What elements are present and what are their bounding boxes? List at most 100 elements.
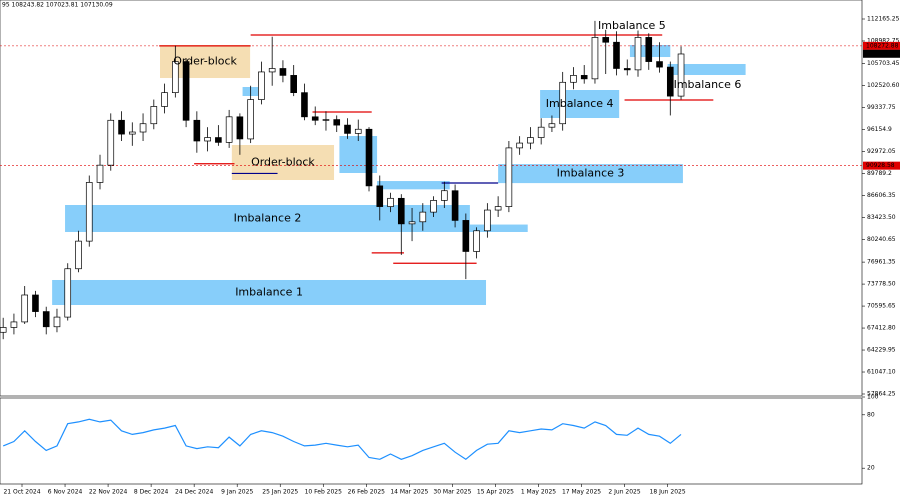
price-label: 107130.09 [866, 50, 899, 57]
main-pane [0, 0, 863, 397]
x-tick-label: 24 Dec 2024 [175, 489, 214, 496]
candle-body [516, 142, 523, 149]
x-tick-label: 2 Jun 2025 [608, 489, 640, 496]
zone [52, 279, 487, 305]
y-tick-label: 64229.95 [867, 347, 896, 354]
y-tick-label: 57864.25 [867, 390, 896, 397]
zone-label: Imbalance 5 [598, 19, 666, 32]
zone-label: Order-block [251, 156, 315, 169]
candle-body [548, 123, 556, 128]
candle-body [666, 66, 674, 97]
x-tick-label: 9 Jan 2025 [221, 489, 253, 496]
x-tick-label: 21 Oct 2024 [3, 489, 40, 496]
candle-body [225, 116, 233, 143]
y-tick-label: 73778.50 [867, 281, 896, 288]
y-tick-label: 89789.2 [867, 170, 892, 177]
candle-body [634, 37, 642, 71]
price-label-bg [863, 41, 900, 50]
candle-body [0, 327, 7, 333]
y-tick-label: 108982.75 [867, 37, 900, 44]
candle-body [473, 230, 480, 252]
header: 95 108243.82 107023.81 107130.09 [2, 2, 113, 9]
rsi-tick-label: 80 [867, 411, 875, 418]
price-label-bg [863, 161, 900, 170]
candle-body [527, 137, 534, 144]
y-tick-label: 112165.25 [867, 16, 900, 23]
candle-body [247, 99, 254, 140]
zone [242, 87, 265, 97]
rsi-tick-label: 20 [867, 465, 875, 472]
candle-body [333, 119, 341, 126]
candle-body [193, 119, 201, 142]
candle-body [258, 71, 265, 100]
zone-label: Imbalance 4 [546, 97, 614, 110]
x-tick-label: 1 May 2025 [521, 489, 556, 496]
candle-body [419, 211, 427, 223]
candle-body [365, 128, 373, 187]
candle-body [268, 68, 276, 73]
candle-body [42, 311, 50, 328]
candle-body [150, 106, 158, 125]
x-tick-label: 15 Apr 2025 [477, 489, 514, 496]
y-tick-label: 99337.75 [867, 104, 896, 111]
candle-body [408, 221, 416, 225]
y-tick-label: 61047.10 [867, 369, 896, 376]
candle-body [322, 119, 330, 121]
candle-body [677, 53, 685, 97]
candle-body [107, 119, 115, 166]
y-tick-label: 92972.05 [867, 148, 896, 155]
x-tick-label: 26 Feb 2025 [348, 489, 386, 496]
candle-body [387, 197, 394, 207]
x-tick-label: 25 Jan 2025 [262, 489, 298, 496]
x-tick-label: 18 Jun 2025 [650, 489, 686, 496]
y-tick-label: 83423.50 [867, 214, 896, 221]
candle-body [397, 197, 405, 225]
candle-body [215, 137, 222, 143]
candle-body [279, 68, 287, 76]
zone [377, 181, 450, 190]
rsi-tick-label: 100 [867, 394, 879, 401]
candle-body [311, 116, 319, 121]
candle-body [290, 75, 297, 94]
candle-body [441, 190, 448, 201]
candle-body [21, 294, 29, 323]
x-tick-label: 14 Mar 2025 [390, 489, 428, 496]
candle-body [75, 240, 82, 270]
candle-body [32, 294, 39, 312]
candle-body [53, 316, 61, 328]
zone-label: Imbalance 3 [557, 167, 625, 180]
candle-body [236, 116, 244, 140]
zone [667, 63, 746, 75]
price-label: 108272.88 [866, 42, 899, 49]
candle-body [354, 128, 362, 134]
rsi-pane [0, 397, 863, 485]
candle-body [301, 92, 308, 118]
zone-label: Imbalance 1 [235, 285, 303, 298]
y-tick-label: 70595.65 [867, 303, 896, 310]
candle-body [430, 200, 437, 213]
candle-body [494, 206, 502, 211]
candle-body [602, 37, 610, 43]
y-tick-label: 80240.65 [867, 236, 896, 243]
candle-body [64, 268, 72, 318]
candle-body [139, 123, 147, 133]
candle-body [645, 37, 653, 62]
candle-body [570, 75, 577, 83]
candle-body [128, 131, 136, 135]
candle-body [451, 190, 459, 221]
candle-body [161, 92, 168, 107]
candle-body [376, 185, 384, 207]
candle-body [613, 41, 620, 69]
candle-body [118, 119, 125, 135]
candle-body [505, 147, 513, 207]
y-tick-label: 86606.35 [867, 192, 896, 199]
candle-body [656, 61, 663, 68]
candle-body [344, 124, 351, 134]
zone [498, 164, 683, 184]
zone [469, 224, 528, 232]
candle-body [537, 126, 545, 138]
y-tick-label: 102520.60 [867, 82, 900, 89]
candle-body [172, 61, 179, 94]
candle-body [484, 209, 491, 232]
